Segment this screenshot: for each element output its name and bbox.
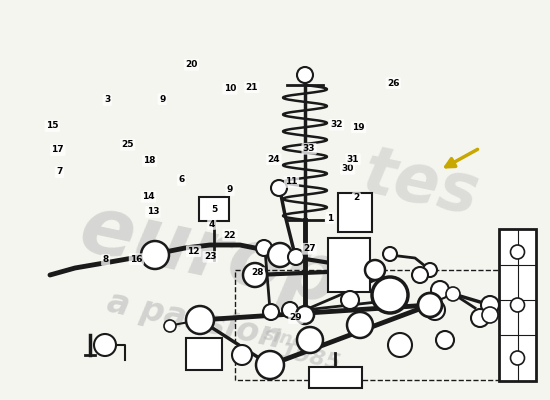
- FancyBboxPatch shape: [499, 229, 536, 381]
- Circle shape: [94, 334, 116, 356]
- Text: 22: 22: [224, 231, 236, 240]
- FancyBboxPatch shape: [199, 197, 229, 221]
- Text: 24: 24: [268, 155, 280, 164]
- Text: since: since: [262, 326, 317, 354]
- Text: 25: 25: [122, 140, 134, 149]
- Circle shape: [282, 302, 298, 318]
- Text: a passion: a passion: [104, 285, 285, 355]
- Text: 20: 20: [185, 60, 197, 69]
- Text: 33: 33: [303, 144, 315, 153]
- Text: 11: 11: [285, 178, 298, 186]
- Circle shape: [256, 240, 272, 256]
- Circle shape: [510, 245, 525, 259]
- Text: 1: 1: [327, 214, 333, 222]
- Circle shape: [423, 263, 437, 277]
- Circle shape: [268, 243, 292, 267]
- FancyBboxPatch shape: [328, 238, 370, 292]
- Text: 18: 18: [144, 156, 156, 165]
- Text: 13: 13: [147, 208, 159, 216]
- Circle shape: [243, 263, 267, 287]
- Circle shape: [347, 312, 373, 338]
- Text: 1985: 1985: [278, 342, 343, 374]
- Circle shape: [186, 306, 214, 334]
- Circle shape: [372, 277, 408, 313]
- Text: tes: tes: [356, 140, 484, 230]
- Circle shape: [510, 351, 525, 365]
- FancyBboxPatch shape: [186, 338, 222, 370]
- Text: 3: 3: [104, 96, 111, 104]
- Text: 14: 14: [142, 192, 155, 201]
- Circle shape: [288, 249, 304, 265]
- Circle shape: [436, 331, 454, 349]
- Text: 23: 23: [204, 252, 216, 261]
- Text: 29: 29: [290, 314, 302, 322]
- Text: 21: 21: [246, 83, 258, 92]
- Circle shape: [388, 333, 412, 357]
- Text: 4: 4: [208, 220, 215, 228]
- Circle shape: [481, 296, 499, 314]
- Text: 27: 27: [303, 244, 315, 253]
- Circle shape: [256, 351, 284, 379]
- Text: 9: 9: [227, 186, 233, 194]
- Circle shape: [297, 327, 323, 353]
- FancyBboxPatch shape: [309, 366, 361, 388]
- Text: 10: 10: [224, 84, 236, 93]
- Circle shape: [510, 298, 525, 312]
- Text: 28: 28: [251, 268, 263, 277]
- Circle shape: [365, 260, 385, 280]
- Text: 32: 32: [331, 120, 343, 129]
- Bar: [235, 270, 515, 380]
- Circle shape: [271, 180, 287, 196]
- Text: 30: 30: [342, 164, 354, 173]
- Circle shape: [412, 267, 428, 283]
- Text: europ: europ: [73, 189, 348, 321]
- Text: 31: 31: [347, 155, 359, 164]
- Circle shape: [297, 67, 313, 83]
- Circle shape: [482, 307, 498, 323]
- Text: 19: 19: [353, 123, 365, 132]
- Text: 5: 5: [211, 206, 218, 214]
- Circle shape: [425, 300, 445, 320]
- Circle shape: [431, 281, 449, 299]
- Text: 12: 12: [188, 247, 200, 256]
- Circle shape: [446, 287, 460, 301]
- FancyBboxPatch shape: [338, 193, 372, 232]
- Circle shape: [232, 345, 252, 365]
- Text: 7: 7: [56, 168, 63, 176]
- Text: 6: 6: [178, 176, 185, 184]
- Text: 9: 9: [159, 95, 166, 104]
- Text: 17: 17: [52, 146, 64, 154]
- Text: 8: 8: [102, 256, 109, 264]
- Circle shape: [141, 241, 169, 269]
- Text: 2: 2: [353, 194, 360, 202]
- Circle shape: [341, 291, 359, 309]
- Circle shape: [383, 247, 397, 261]
- Text: 15: 15: [46, 122, 58, 130]
- Circle shape: [418, 293, 442, 317]
- Circle shape: [263, 304, 279, 320]
- Text: 26: 26: [387, 79, 399, 88]
- Text: 16: 16: [130, 255, 142, 264]
- Circle shape: [164, 320, 176, 332]
- Circle shape: [471, 309, 489, 327]
- Circle shape: [296, 306, 314, 324]
